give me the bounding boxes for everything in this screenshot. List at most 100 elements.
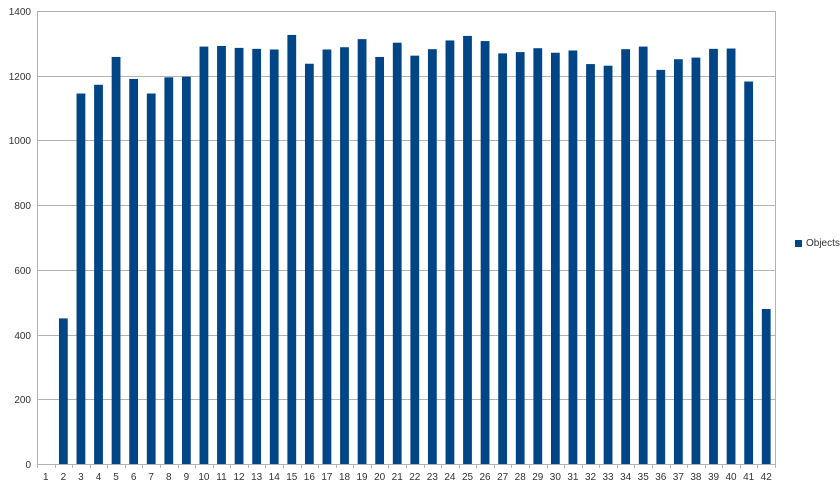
x-tick-label: 12 xyxy=(234,472,246,483)
bar xyxy=(322,49,332,464)
bar xyxy=(58,318,68,464)
bar xyxy=(357,39,367,464)
y-tick-label: 200 xyxy=(14,395,31,406)
x-tick-label: 38 xyxy=(690,472,702,483)
x-tick-label: 31 xyxy=(567,472,579,483)
x-tick-label: 36 xyxy=(655,472,667,483)
legend: Objects xyxy=(795,238,840,249)
bar xyxy=(691,57,701,464)
bar xyxy=(586,64,595,465)
x-tick-label: 19 xyxy=(357,472,369,483)
y-tick-label: 1200 xyxy=(9,72,32,83)
x-tick-label: 1 xyxy=(43,472,49,483)
bar xyxy=(410,55,420,464)
y-tick-label: 600 xyxy=(14,266,31,277)
x-tick-label: 30 xyxy=(550,472,562,483)
bar xyxy=(480,41,490,465)
x-tick-label: 14 xyxy=(269,472,281,483)
bar xyxy=(550,52,560,464)
y-axis-ticks: 0 200 400 600 800 1000 1200 1400 xyxy=(9,7,32,471)
bar xyxy=(744,81,754,464)
x-tick-label: 35 xyxy=(638,472,650,483)
bar xyxy=(217,45,226,465)
x-tick-label: 13 xyxy=(251,472,263,483)
bar xyxy=(375,56,385,464)
x-tick-label: 2 xyxy=(61,472,67,483)
y-tick-label: 800 xyxy=(14,201,31,212)
bar xyxy=(709,48,718,465)
x-tick-label: 23 xyxy=(427,472,439,483)
x-tick-label: 26 xyxy=(480,472,492,483)
bar xyxy=(445,40,455,464)
bar xyxy=(111,56,121,464)
bar xyxy=(146,93,156,464)
x-tick-label: 33 xyxy=(603,472,615,483)
bar xyxy=(129,78,139,464)
bar xyxy=(94,84,103,464)
bar xyxy=(427,49,437,464)
bar xyxy=(287,34,297,465)
x-tick-label: 15 xyxy=(286,472,298,483)
legend-swatch xyxy=(795,240,802,247)
bar xyxy=(199,46,209,464)
x-tick-label: 8 xyxy=(166,472,172,483)
bar xyxy=(269,49,279,464)
x-tick-label: 21 xyxy=(392,472,404,483)
x-tick-label: 3 xyxy=(78,472,84,483)
bar xyxy=(234,47,244,464)
x-tick-label: 40 xyxy=(726,472,738,483)
x-tick-label: 16 xyxy=(304,472,316,483)
bar xyxy=(498,53,508,465)
x-tick-label: 6 xyxy=(131,472,137,483)
bars xyxy=(58,34,771,465)
gridlines xyxy=(37,11,775,465)
x-tick-label: 41 xyxy=(743,472,755,483)
bar xyxy=(656,69,666,464)
x-tick-label: 37 xyxy=(673,472,685,483)
bar xyxy=(568,50,578,465)
x-tick-label: 39 xyxy=(708,472,720,483)
bar xyxy=(533,48,543,464)
bar xyxy=(638,46,648,464)
x-tick-label: 42 xyxy=(761,472,773,483)
x-tick-label: 25 xyxy=(462,472,474,483)
bar xyxy=(252,48,262,465)
bar xyxy=(181,76,191,464)
x-tick-label: 22 xyxy=(409,472,421,483)
y-tick-label: 0 xyxy=(25,460,31,471)
x-tick-label: 7 xyxy=(148,472,154,483)
y-tick-label: 1400 xyxy=(9,7,32,18)
bar xyxy=(761,309,771,464)
x-tick-label: 29 xyxy=(532,472,544,483)
x-tick-label: 28 xyxy=(515,472,527,483)
x-tick-label: 5 xyxy=(113,472,119,483)
x-tick-label: 11 xyxy=(216,472,227,483)
bar xyxy=(673,59,683,464)
x-tick-label: 24 xyxy=(444,472,456,483)
x-tick-label: 18 xyxy=(339,472,351,483)
bar xyxy=(515,52,525,465)
bar xyxy=(164,77,174,464)
x-tick-label: 20 xyxy=(374,472,386,483)
bar xyxy=(603,65,613,465)
x-tick-label: 4 xyxy=(96,472,102,483)
x-tick-label: 10 xyxy=(198,472,210,483)
bar xyxy=(621,49,631,464)
x-tick-label: 34 xyxy=(620,472,632,483)
x-tick-label: 32 xyxy=(585,472,597,483)
axes xyxy=(37,11,776,464)
bar xyxy=(76,93,86,464)
x-tick-label: 9 xyxy=(184,472,190,483)
bar xyxy=(392,42,402,465)
bar xyxy=(726,48,736,464)
x-tick-label: 17 xyxy=(321,472,333,483)
bar xyxy=(340,47,349,465)
y-tick-label: 400 xyxy=(14,331,31,342)
legend-label: Objects xyxy=(806,238,840,249)
x-axis-ticks: 1 2 3 4 5 6 7 8 9 10 11 12 13 14 15 16 17 18 19 20 21 22 23 24 2… xyxy=(37,464,776,483)
bar xyxy=(304,63,314,465)
bar xyxy=(463,35,472,464)
x-tick-label: 27 xyxy=(497,472,509,483)
y-tick-label: 1000 xyxy=(9,136,32,147)
